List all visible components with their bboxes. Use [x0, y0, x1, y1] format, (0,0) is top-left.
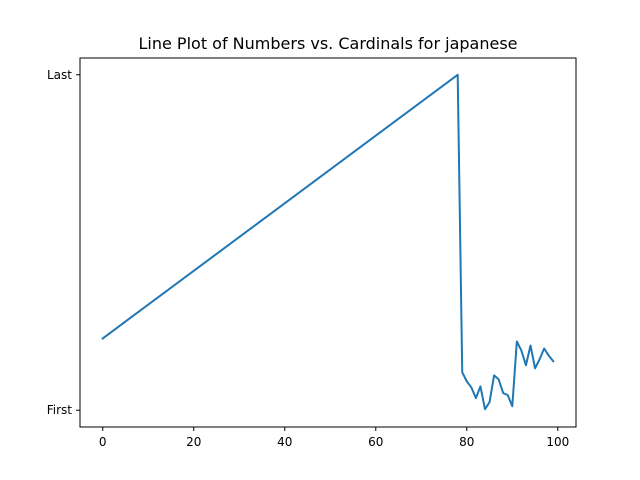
y-tick-label-last: Last: [47, 68, 72, 82]
x-tick-label-80: 80: [459, 435, 474, 449]
x-tick-label-20: 20: [186, 435, 201, 449]
chart-title: Line Plot of Numbers vs. Cardinals for j…: [139, 34, 518, 53]
x-tick-label-0: 0: [99, 435, 107, 449]
series-line-0: [101, 73, 555, 411]
plot-area: 0 20 40 60 80 100 First Last: [47, 57, 577, 449]
y-tick-label-first: First: [47, 403, 73, 417]
axes-frame: [79, 57, 577, 428]
x-tick-label-40: 40: [277, 435, 292, 449]
x-tick-label-60: 60: [368, 435, 383, 449]
x-tick-label-100: 100: [546, 435, 569, 449]
